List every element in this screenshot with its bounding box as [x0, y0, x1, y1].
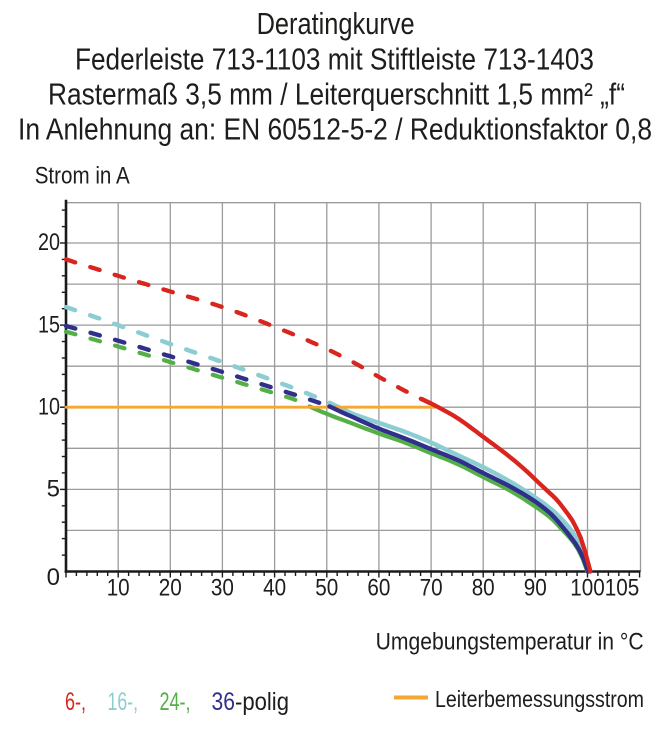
svg-text:Federleiste 713-1103 mit Stift: Federleiste 713-1103 mit Stiftleiste 713… — [75, 42, 594, 77]
svg-text:Deratingkurve: Deratingkurve — [257, 6, 415, 41]
svg-text:Umgebungstemperatur in °C: Umgebungstemperatur in °C — [376, 629, 644, 656]
svg-text:100: 100 — [570, 575, 605, 602]
svg-text:90: 90 — [524, 575, 547, 602]
svg-text:20: 20 — [159, 575, 182, 602]
svg-text:Strom in A: Strom in A — [35, 163, 130, 190]
svg-text:16-,: 16-, — [108, 688, 139, 716]
svg-text:15: 15 — [38, 311, 60, 338]
svg-text:6-,: 6-, — [65, 688, 86, 716]
svg-text:20: 20 — [38, 229, 60, 256]
svg-text:-polig: -polig — [235, 688, 289, 716]
svg-text:5: 5 — [47, 476, 60, 503]
svg-text:10: 10 — [107, 575, 130, 602]
svg-text:60: 60 — [367, 575, 390, 602]
svg-text:10: 10 — [38, 394, 60, 421]
svg-text:24-,: 24-, — [160, 688, 191, 716]
svg-text:0: 0 — [47, 564, 60, 591]
svg-text:30: 30 — [211, 575, 234, 602]
svg-text:Rastermaß 3,5 mm / Leiterquers: Rastermaß 3,5 mm / Leiterquerschnitt 1,5… — [48, 77, 625, 112]
svg-text:In Anlehnung an: EN 60512-5-2: In Anlehnung an: EN 60512-5-2 / Reduktio… — [18, 112, 652, 147]
svg-text:70: 70 — [420, 575, 443, 602]
svg-text:105: 105 — [605, 575, 640, 602]
svg-text:50: 50 — [315, 575, 338, 602]
svg-text:80: 80 — [472, 575, 495, 602]
svg-text:40: 40 — [263, 575, 286, 602]
svg-text:Leiterbemessungsstrom: Leiterbemessungsstrom — [435, 686, 644, 712]
svg-text:36: 36 — [212, 688, 236, 716]
